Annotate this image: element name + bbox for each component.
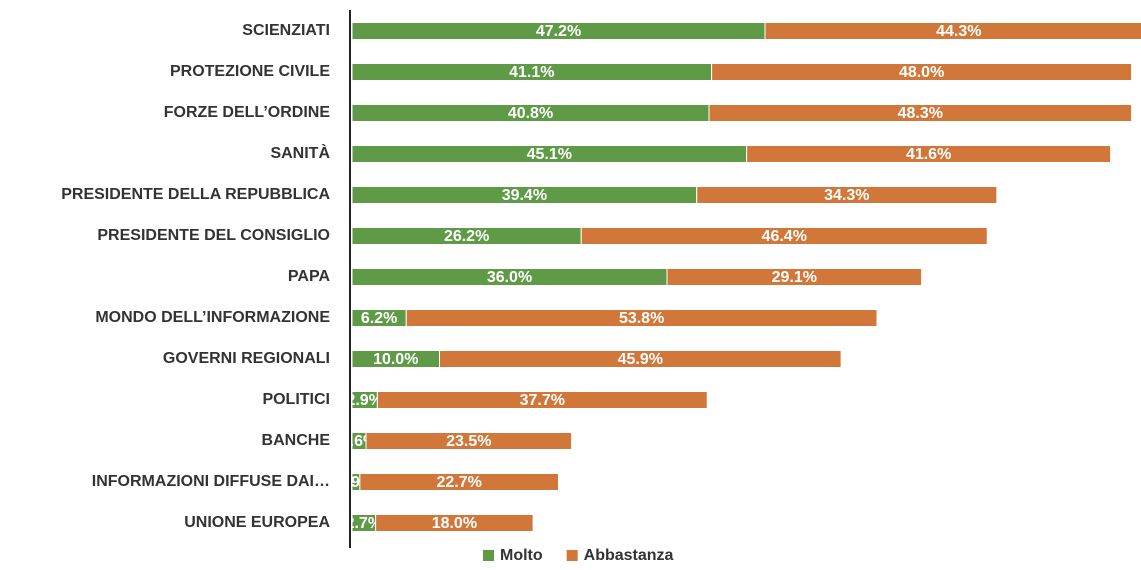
bar-segment <box>365 432 573 450</box>
data-label: 34.3% <box>824 187 869 204</box>
data-label: 45.9% <box>618 351 663 368</box>
legend-swatch <box>483 550 494 561</box>
bar-segment <box>359 473 559 491</box>
data-label: 37.7% <box>520 392 565 409</box>
bar-segment <box>746 145 1112 163</box>
data-label: 41.1% <box>509 64 554 81</box>
data-label: 41.6% <box>906 146 951 163</box>
data-label: 39.4% <box>502 187 547 204</box>
data-label: 26.2% <box>444 228 489 245</box>
data-label: 23.5% <box>446 433 491 450</box>
bar-segment <box>711 63 1133 81</box>
bar-segment <box>708 104 1133 122</box>
data-label: 2.7% <box>346 515 382 532</box>
y-tick-label: BANCHE <box>262 432 331 449</box>
y-tick-label: POLITICI <box>262 391 330 408</box>
bar-segment <box>405 309 878 327</box>
data-label: 10.0% <box>373 351 418 368</box>
data-label: 22.7% <box>437 474 482 491</box>
y-tick-label: PROTEZIONE CIVILE <box>170 63 330 80</box>
data-label: 36.0% <box>487 269 532 286</box>
y-tick-label: FORZE DELL’ORDINE <box>164 104 331 121</box>
y-tick-label: SCIENZIATI <box>242 22 330 39</box>
data-label: 46.4% <box>762 228 807 245</box>
data-label: 47.2% <box>536 23 581 40</box>
y-tick-label: PRESIDENTE DELLA REPUBBLICA <box>61 186 330 203</box>
data-label: 2.9% <box>346 392 382 409</box>
plot-area: 47.2% 44.3% 41.1% 48.0% 40.8% 48.3% 45.1% 41.6%… <box>346 22 1141 532</box>
data-label: 45.1% <box>527 146 572 163</box>
y-tick-label: GOVERNI REGIONALI <box>163 350 330 367</box>
legend-label: Molto <box>500 547 543 564</box>
legend-swatch <box>566 550 578 561</box>
legend-label: Abbastanza <box>584 547 674 564</box>
data-label: 18.0% <box>432 515 477 532</box>
data-label: 48.3% <box>898 105 943 122</box>
data-label: 40.8% <box>508 105 553 122</box>
y-tick-label: INFORMAZIONI DIFFUSE DAI… <box>92 473 330 490</box>
data-label: 29.1% <box>772 269 817 286</box>
y-tick-label: MONDO DELL’INFORMAZIONE <box>95 309 330 326</box>
bar-segment <box>764 22 1141 40</box>
data-label: 44.3% <box>936 23 981 40</box>
bar-segment <box>696 186 998 204</box>
y-tick-label: PAPA <box>288 268 331 285</box>
data-label: 48.0% <box>899 64 944 81</box>
y-tick-label: UNIONE EUROPEA <box>184 514 330 531</box>
y-tick-label: PRESIDENTE DEL CONSIGLIO <box>97 227 330 244</box>
bar-segment <box>375 514 534 532</box>
bar-segment <box>376 391 708 409</box>
data-label: 53.8% <box>619 310 664 327</box>
y-tick-label: SANITÀ <box>270 143 330 162</box>
bar-segment <box>439 350 842 368</box>
bar-segment <box>580 227 988 245</box>
data-label: 6.2% <box>361 310 397 327</box>
bar-segment <box>666 268 923 286</box>
